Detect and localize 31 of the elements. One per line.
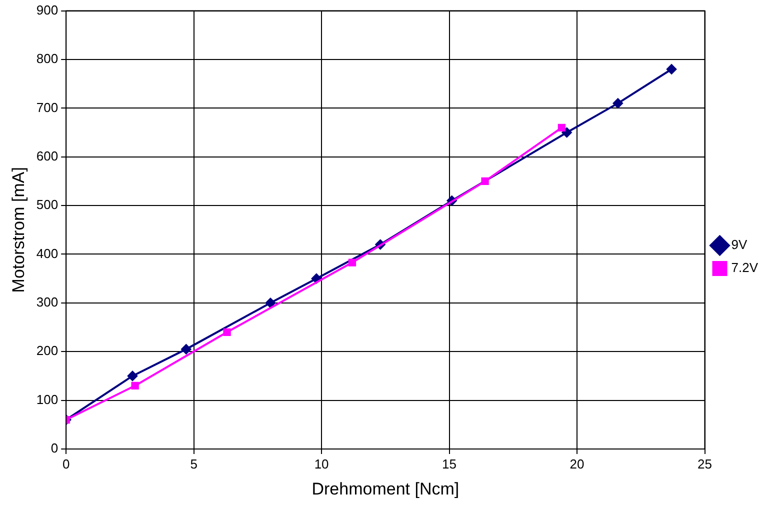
x-tick-label: 20 [570, 456, 584, 472]
point [348, 258, 356, 266]
y-tick-label: 900 [36, 2, 58, 18]
x-axis-title: Drehmoment [Ncm] [312, 479, 460, 498]
point [558, 124, 566, 132]
y-tick-label: 700 [36, 100, 58, 115]
x-tick-label: 0 [62, 456, 70, 472]
y-tick-label: 300 [36, 294, 58, 310]
x-tick-label: 15 [442, 456, 457, 472]
point [223, 328, 231, 336]
legend-label: 9V [731, 237, 748, 252]
point [128, 370, 138, 381]
point [481, 177, 489, 186]
y-tick-label: 500 [36, 197, 58, 212]
point [265, 298, 276, 308]
y-tick-label: 800 [36, 51, 58, 66]
y-tick-label: 0 [50, 440, 58, 456]
point [666, 64, 677, 74]
legend-label: 7.2V [731, 260, 758, 276]
y-tick-label: 400 [36, 246, 58, 261]
point [131, 382, 139, 390]
y-tick-label: 100 [36, 392, 58, 407]
y-axis-title: Motorstrom [mA] [8, 167, 28, 293]
point [562, 128, 572, 138]
point [181, 344, 192, 354]
y-tick-label: 600 [36, 148, 58, 164]
point [612, 98, 623, 108]
x-tick-label: 10 [314, 456, 329, 472]
x-tick-label: 25 [698, 456, 712, 472]
y-tick-label: 200 [36, 343, 58, 358]
x-tick-label: 5 [190, 456, 198, 472]
